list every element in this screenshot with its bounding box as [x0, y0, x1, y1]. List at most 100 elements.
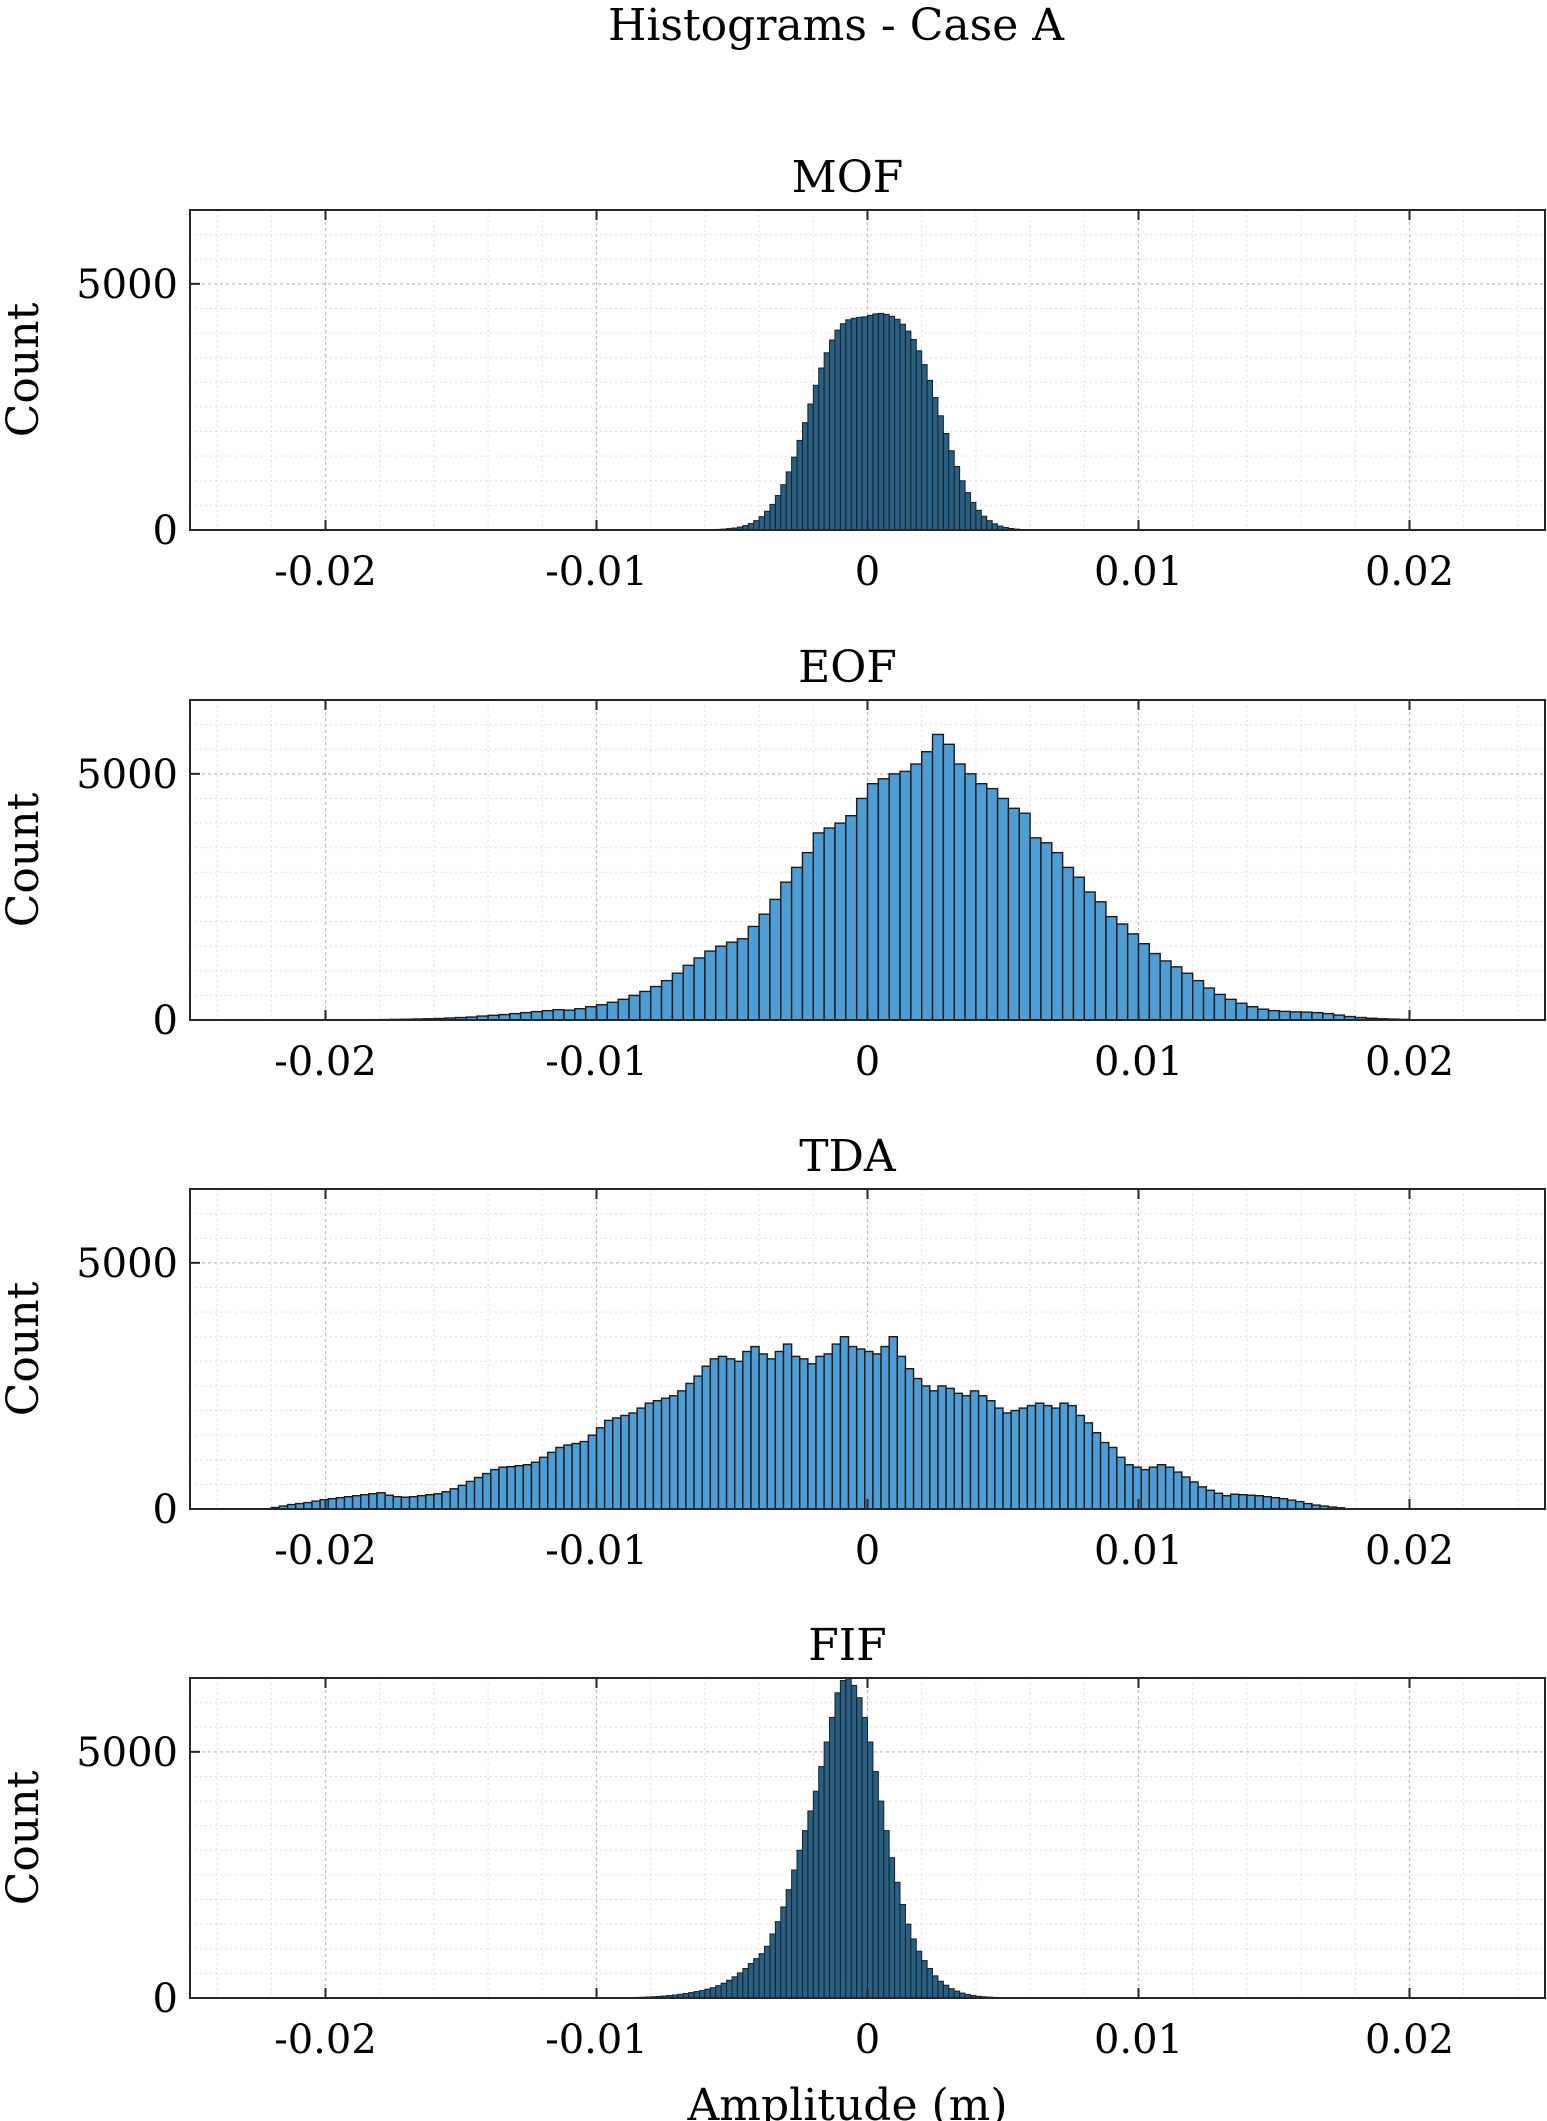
- histogram-bar: [961, 1395, 972, 1510]
- histogram-bar: [861, 1716, 869, 1999]
- histogram-bar: [1238, 1494, 1248, 1510]
- histogram-bar: [774, 495, 782, 531]
- histogram-bar: [1140, 1468, 1151, 1510]
- histogram-bar: [606, 1001, 619, 1021]
- histogram-bar: [720, 1982, 728, 1999]
- histogram-bar: [764, 510, 771, 531]
- panel-title: FIF: [808, 1620, 886, 1671]
- histogram-bar: [766, 1358, 777, 1510]
- histogram-bar: [628, 1412, 638, 1510]
- histogram-bar: [812, 384, 820, 531]
- histogram-bar: [823, 1741, 831, 1999]
- histogram-bar: [1116, 923, 1129, 1021]
- histogram-bar: [758, 1953, 766, 1999]
- histogram-bar: [1018, 1407, 1029, 1510]
- histogram-bar: [671, 972, 684, 1021]
- histogram-bar: [530, 1461, 541, 1510]
- histogram-bar: [1051, 851, 1064, 1021]
- histogram-bar: [796, 1849, 803, 1999]
- histogram-bar: [872, 313, 879, 531]
- histogram-bar: [555, 1446, 565, 1510]
- histogram-bar: [845, 1677, 852, 1999]
- histogram-bar: [888, 1857, 896, 1999]
- histogram-bar: [1083, 891, 1096, 1021]
- histogram-bar: [1051, 1407, 1061, 1510]
- histogram-bar: [574, 1007, 587, 1021]
- histogram-bar: [747, 1963, 755, 1999]
- histogram-bar: [931, 733, 945, 1021]
- histogram-bar: [698, 1990, 706, 1999]
- histogram-bar: [829, 1716, 836, 1999]
- histogram-bar: [877, 778, 890, 1021]
- histogram-bar: [351, 1495, 362, 1510]
- histogram-bar: [932, 397, 939, 531]
- histogram-bar: [1267, 1009, 1281, 1021]
- histogram-bar: [343, 1495, 354, 1510]
- histogram-bar: [883, 313, 890, 531]
- histogram-bar: [498, 1466, 508, 1510]
- x-tick-label: -0.01: [545, 549, 648, 595]
- histogram-bar: [845, 814, 858, 1021]
- x-tick-label: 0.01: [1094, 549, 1183, 595]
- histogram-bar: [1286, 1499, 1297, 1510]
- histogram-bar: [758, 1353, 768, 1510]
- histogram-bar: [807, 1810, 814, 1999]
- histogram-bar: [812, 1790, 820, 1999]
- histogram-bar: [937, 1980, 944, 1999]
- histogram-bar: [750, 1345, 760, 1510]
- histogram-bar: [823, 1353, 833, 1510]
- histogram-bar: [319, 1498, 329, 1510]
- histogram-bar: [790, 866, 804, 1021]
- histogram-bar: [839, 323, 847, 531]
- histogram-bar: [360, 1494, 370, 1510]
- histogram-bar: [736, 1972, 744, 1999]
- histogram-bar: [1042, 1404, 1053, 1510]
- histogram-bar: [921, 1960, 928, 1999]
- histogram-bar: [829, 339, 836, 531]
- histogram-bar: [904, 1923, 912, 1999]
- histogram-bar: [1205, 1489, 1216, 1510]
- histogram-bar: [416, 1495, 427, 1510]
- x-tick-label: 0.02: [1365, 1528, 1454, 1574]
- histogram-bar: [839, 1679, 847, 1999]
- histogram-bar: [921, 364, 928, 531]
- histogram-bar: [465, 1480, 476, 1510]
- histogram-bar: [563, 1444, 573, 1510]
- histogram-bar: [1072, 876, 1085, 1021]
- histogram-bar: [584, 1006, 598, 1021]
- histogram-bar: [839, 1335, 850, 1510]
- histogram-bar: [977, 1395, 988, 1510]
- histogram-bar: [801, 422, 809, 531]
- histogram-bar: [1148, 1466, 1159, 1510]
- histogram-bar: [937, 1385, 947, 1510]
- histogram-bar: [677, 1390, 687, 1510]
- y-axis-label: Count: [0, 1770, 49, 1905]
- histogram-bar: [709, 1987, 717, 1999]
- x-tick-label: 0.02: [1365, 549, 1454, 595]
- histogram-bar: [1246, 1006, 1259, 1021]
- histogram-bar: [764, 1945, 771, 1999]
- histogram-bar: [815, 1355, 825, 1510]
- x-tick-label: -0.01: [545, 1528, 648, 1574]
- histogram-bar: [753, 1958, 760, 1999]
- histogram-bar: [311, 1500, 321, 1510]
- histogram-bar: [1213, 993, 1226, 1021]
- histogram-bar: [457, 1484, 468, 1510]
- histogram-bar: [888, 1335, 899, 1510]
- histogram-bar: [725, 941, 739, 1021]
- histogram-bar: [845, 319, 852, 531]
- histogram-bar: [782, 1343, 793, 1510]
- histogram-bar: [855, 1348, 866, 1510]
- histogram-bar: [408, 1495, 419, 1510]
- histogram-bar: [791, 1869, 798, 1999]
- histogram-bar: [530, 1010, 544, 1021]
- histogram-bar: [769, 1933, 776, 1999]
- histogram-bar: [685, 1382, 695, 1510]
- histogram-bar: [994, 1407, 1004, 1510]
- histogram-bar: [942, 433, 950, 531]
- histogram-bar: [620, 1414, 630, 1510]
- histogram-bar: [801, 1830, 809, 1999]
- histogram-bar: [368, 1493, 378, 1510]
- histogram-bar: [948, 1988, 955, 1999]
